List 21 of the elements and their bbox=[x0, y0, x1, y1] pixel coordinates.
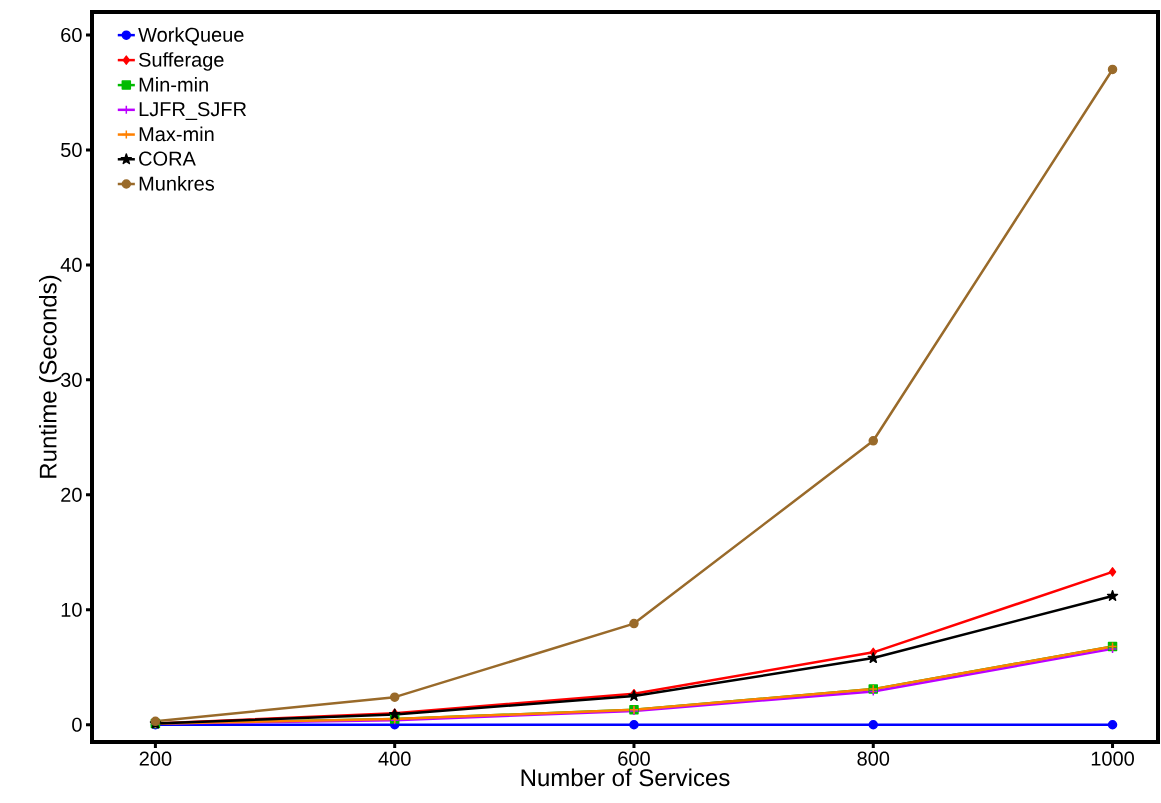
legend-label: LJFR_SJFR bbox=[139, 102, 247, 121]
legend-label: CORA bbox=[139, 151, 196, 166]
legend-label: Min-min bbox=[139, 77, 208, 92]
x-tick-label: 800 bbox=[857, 751, 890, 766]
x-tick-label: 600 bbox=[618, 751, 650, 766]
legend-label: Sufferage bbox=[139, 52, 224, 71]
y-tick-label: 50 bbox=[61, 142, 82, 158]
y-axis-title: Runtime (Seconds) bbox=[38, 275, 62, 478]
legend-label: Max-min bbox=[139, 126, 214, 142]
x-tick-label: 1000 bbox=[1091, 751, 1134, 766]
x-axis-title: Number of Services bbox=[521, 768, 730, 787]
y-tick-label: 30 bbox=[60, 372, 82, 387]
y-tick-label: 10 bbox=[61, 602, 82, 617]
legend-label: Munkres bbox=[139, 176, 215, 191]
x-tick-label: 200 bbox=[139, 751, 172, 766]
y-tick-label: 60 bbox=[61, 27, 82, 43]
x-tick-label: 400 bbox=[378, 751, 411, 766]
y-tick-label: 20 bbox=[61, 487, 82, 502]
legend-label: WorkQueue bbox=[138, 27, 244, 46]
y-tick-label: 40 bbox=[60, 257, 82, 272]
y-tick-label: 0 bbox=[72, 717, 82, 732]
